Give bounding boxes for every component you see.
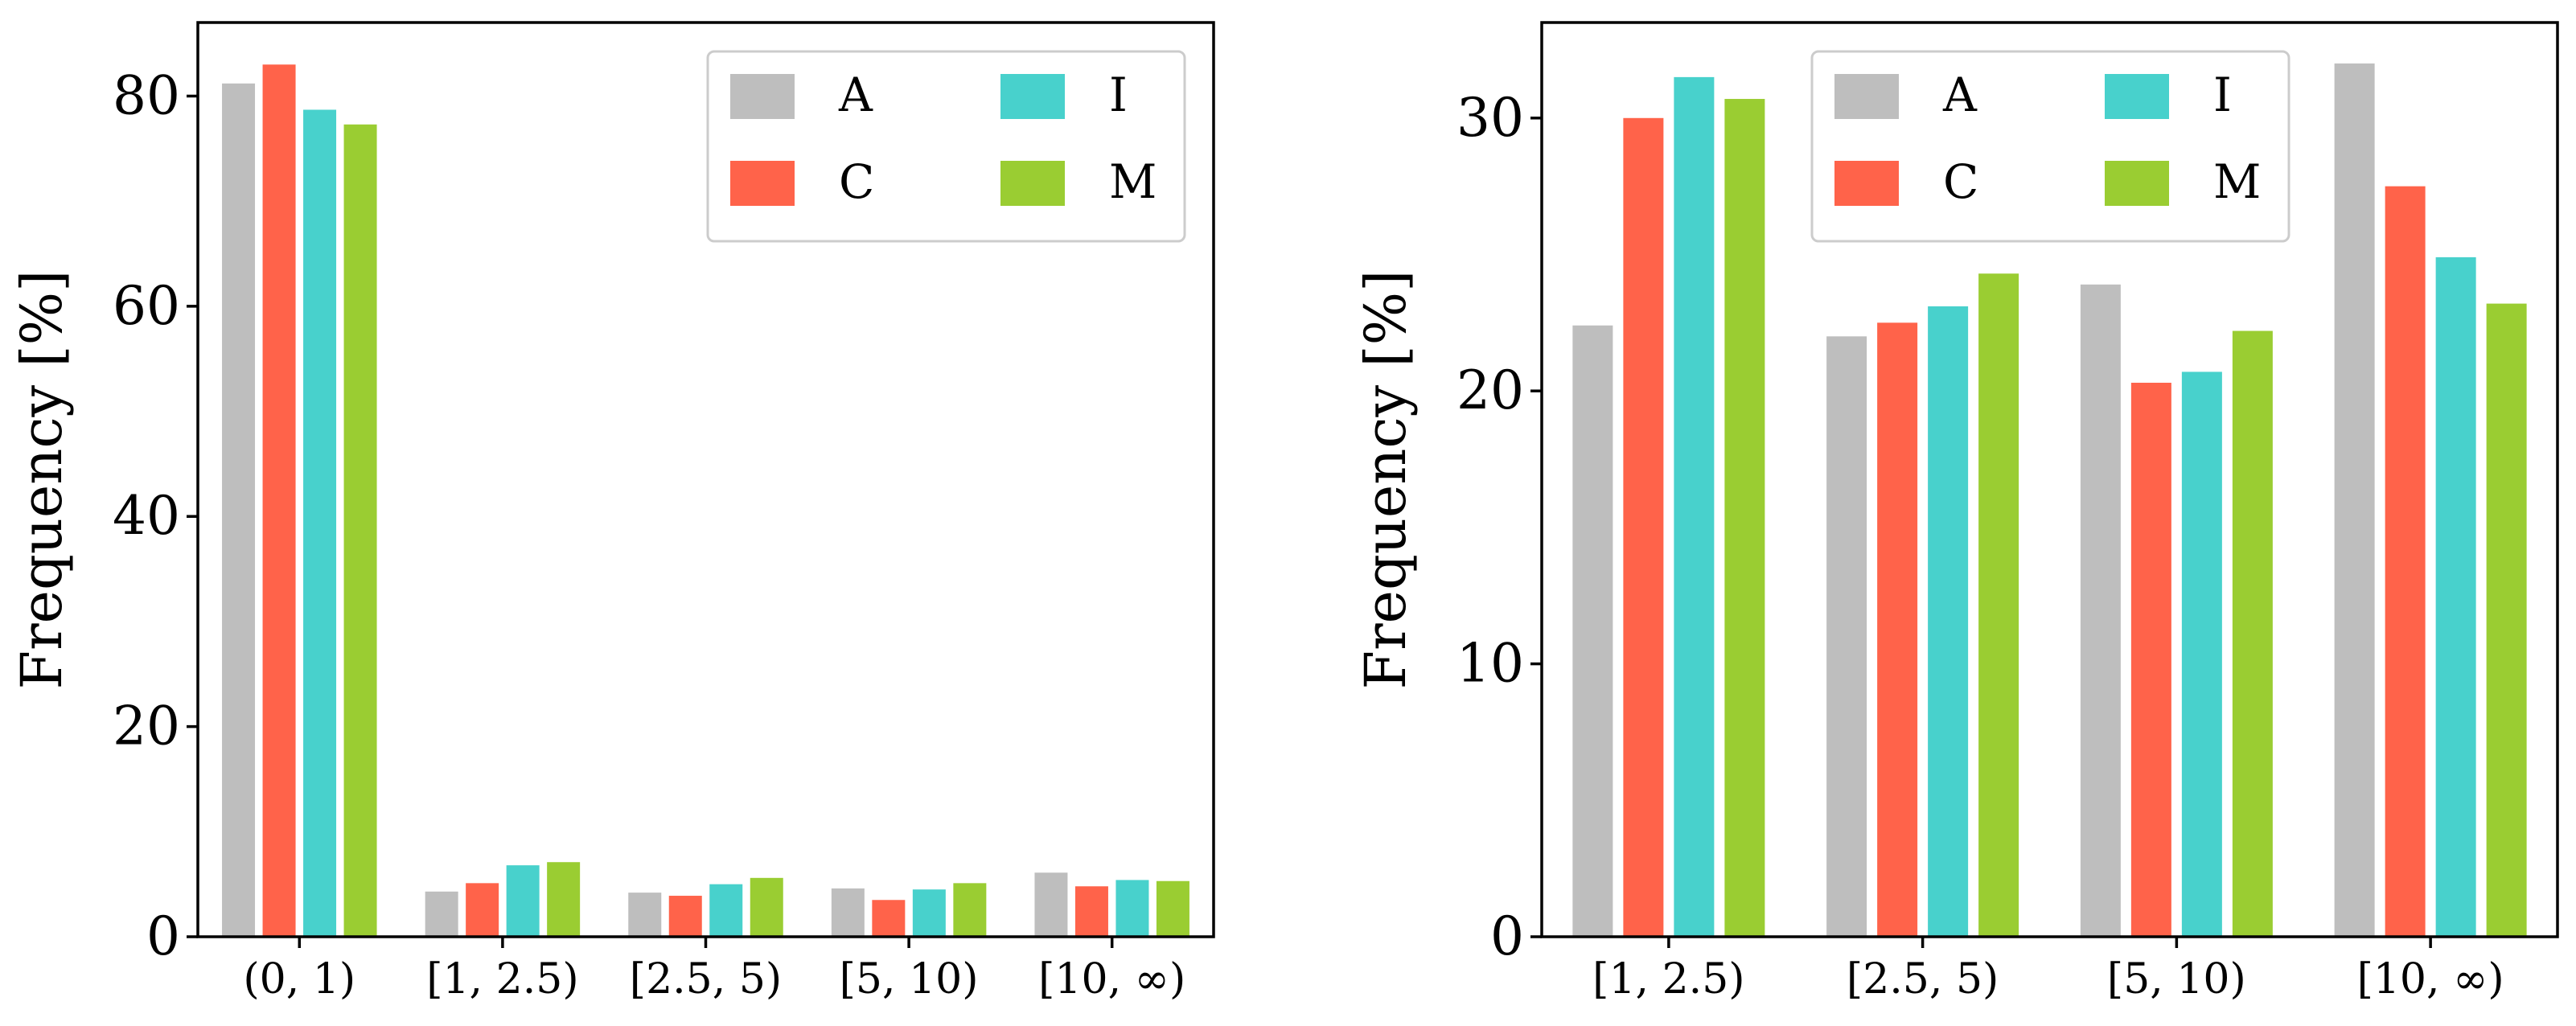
x-tick-label: [10, ∞) <box>2357 955 2504 1003</box>
bar-M-3 <box>2486 303 2527 937</box>
legend-swatch-A <box>730 74 795 119</box>
x-tick-label: [1, 2.5) <box>426 955 578 1003</box>
legend-swatch-A <box>1834 74 1899 119</box>
bar-I-2 <box>2181 371 2222 938</box>
bar-I-2 <box>709 884 743 937</box>
bar-A-2 <box>628 893 662 937</box>
legend-label-M: M <box>1109 154 1157 209</box>
bar-A-1 <box>425 891 458 937</box>
legend-label-M: M <box>2213 154 2261 209</box>
bar-A-1 <box>1826 336 1867 937</box>
legend-frame <box>706 50 1186 243</box>
x-tick-label: (0, 1) <box>243 955 355 1003</box>
legend-swatch-C <box>1834 161 1899 206</box>
legend-swatch-C <box>730 161 795 206</box>
y-axis-label: Frequency [%] <box>9 270 75 690</box>
bar-I-1 <box>506 865 540 937</box>
legend-label-A: A <box>838 68 873 122</box>
legend-swatch-M <box>1000 161 1065 206</box>
y-tick-label: 20 <box>1456 359 1524 421</box>
bar-A-3 <box>2334 63 2375 938</box>
bar-M-0 <box>1724 99 1765 937</box>
bar-I-3 <box>2435 256 2476 937</box>
legend-swatch-M <box>2105 161 2169 206</box>
bar-I-1 <box>1928 306 1969 937</box>
bar-I-4 <box>1115 880 1149 937</box>
bar-M-1 <box>547 862 581 937</box>
legend-label-A: A <box>1942 68 1978 122</box>
bar-I-3 <box>912 889 946 937</box>
legend-swatch-I <box>1000 74 1065 119</box>
bar-A-2 <box>2080 284 2121 937</box>
bar-I-0 <box>303 109 337 937</box>
bar-A-4 <box>1034 872 1068 937</box>
bar-C-2 <box>2130 383 2171 937</box>
bar-C-3 <box>872 900 906 937</box>
bar-M-1 <box>1978 273 2019 937</box>
legend-label-C: C <box>1943 154 1978 209</box>
bar-I-0 <box>1674 76 1715 937</box>
y-tick-label: 30 <box>1456 87 1524 149</box>
bar-C-0 <box>262 64 296 937</box>
legend-label-C: C <box>839 154 874 209</box>
bar-M-0 <box>343 124 377 937</box>
y-axis-label: Frequency [%] <box>1353 270 1419 690</box>
legend-label-I: I <box>2213 68 2232 122</box>
bar-C-3 <box>2385 186 2426 937</box>
bar-A-0 <box>1572 325 1613 937</box>
y-tick-label: 80 <box>113 64 180 126</box>
x-tick-label: [2.5, 5) <box>1847 955 1999 1003</box>
bar-A-0 <box>222 83 256 937</box>
x-tick-label: [5, 10) <box>2107 955 2246 1003</box>
legend-frame <box>1810 50 2290 243</box>
bar-M-2 <box>2232 330 2273 937</box>
x-tick-label: [10, ∞) <box>1038 955 1185 1003</box>
bar-C-1 <box>466 883 499 937</box>
x-tick-label: [2.5, 5) <box>630 955 782 1003</box>
bar-M-2 <box>750 877 783 937</box>
legend: A I C M <box>1810 50 2290 243</box>
y-tick-label: 20 <box>113 696 180 757</box>
legend-swatch-I <box>2105 74 2169 119</box>
bar-A-3 <box>831 888 865 937</box>
bar-C-0 <box>1623 117 1664 938</box>
y-tick-label: 0 <box>1490 905 1524 967</box>
bar-C-2 <box>668 896 702 937</box>
x-tick-label: [5, 10) <box>840 955 979 1003</box>
bar-M-4 <box>1156 880 1189 937</box>
chart-left: 0 20 40 60 80 (0, 1) [1, 2.5) [2.5, 5) [5, 10) [1… <box>9 21 1215 1003</box>
bar-C-4 <box>1074 886 1108 937</box>
bar-C-1 <box>1877 322 1918 938</box>
x-tick-label: [1, 2.5) <box>1592 955 1744 1003</box>
y-tick-label: 60 <box>113 275 180 337</box>
legend: A I C M <box>706 50 1186 243</box>
legend-label-I: I <box>1109 68 1128 122</box>
chart-right: 0 10 20 30 [1, 2.5) [2.5, 5) [5, 10) [10, ∞) Fre… <box>1353 21 2559 1003</box>
y-tick-label: 40 <box>113 485 180 547</box>
bar-M-3 <box>953 883 987 937</box>
y-tick-label: 10 <box>1456 633 1524 695</box>
axes-frame <box>1540 21 2559 938</box>
y-tick-label: 0 <box>146 905 180 967</box>
